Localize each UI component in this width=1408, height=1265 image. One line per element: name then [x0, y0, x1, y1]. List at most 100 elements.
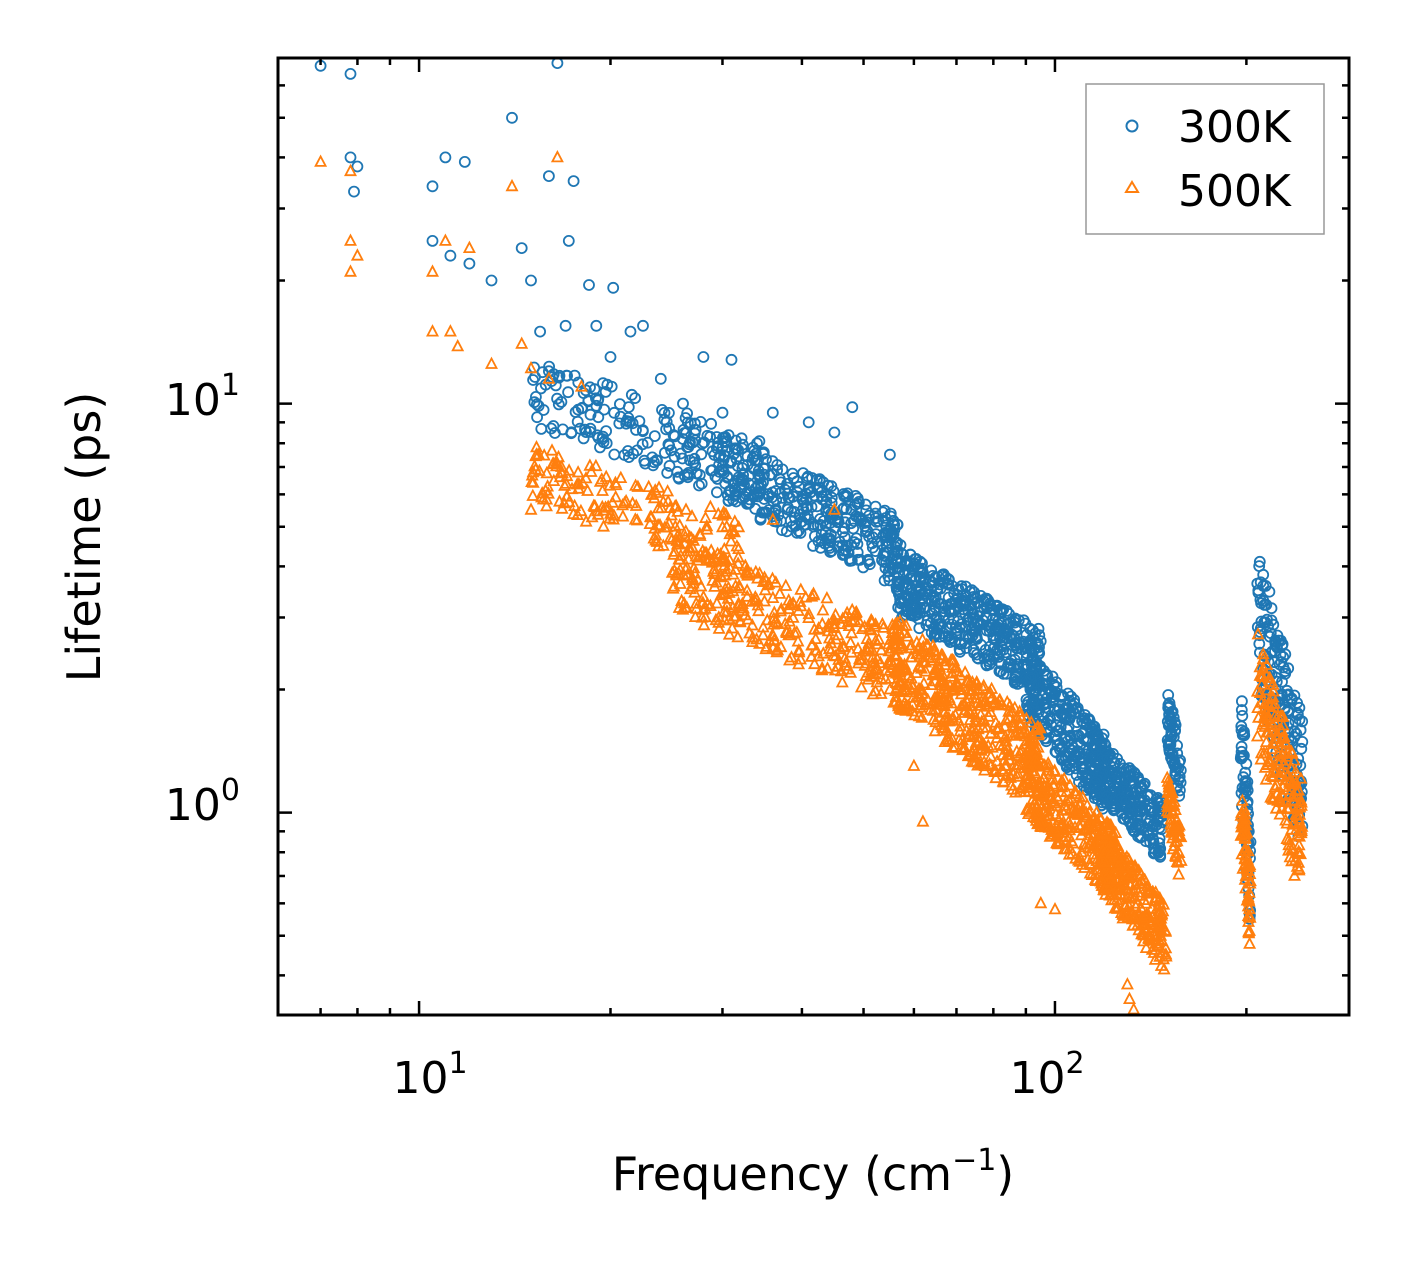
data-point-500k: [626, 495, 640, 509]
data-point-500k: [1157, 962, 1171, 975]
data-point-300k: [916, 593, 929, 606]
data-point-500k: [1080, 797, 1094, 811]
data-point-500k: [874, 642, 888, 656]
data-point-300k: [753, 435, 766, 448]
data-point-300k: [1009, 612, 1022, 625]
data-point-300k: [952, 592, 964, 605]
data-point-500k: [1285, 853, 1299, 867]
data-point-500k: [875, 672, 888, 685]
data-point-300k: [575, 402, 588, 415]
legend-marker-300k: [1125, 119, 1139, 133]
data-point-500k: [1013, 724, 1027, 738]
data-point-500k: [854, 680, 868, 693]
data-point-500k: [462, 240, 476, 254]
data-point-500k: [1098, 867, 1112, 880]
data-point-300k: [1072, 706, 1085, 718]
data-point-500k: [672, 552, 686, 565]
data-point-300k: [679, 412, 692, 424]
data-point-300k: [601, 378, 614, 391]
data-point-500k: [927, 712, 941, 725]
data-point-500k: [896, 684, 910, 698]
data-point-500k: [926, 667, 940, 681]
legend-box: [1085, 83, 1325, 235]
data-point-300k: [1236, 695, 1248, 708]
data-point-500k: [344, 233, 357, 246]
data-point-500k: [1292, 863, 1306, 876]
data-point-300k: [1119, 796, 1132, 808]
data-point-300k: [1239, 775, 1252, 787]
data-point-500k: [958, 741, 972, 754]
data-point-300k: [999, 626, 1011, 638]
data-point-300k: [832, 540, 845, 552]
data-point-500k: [960, 729, 974, 743]
data-point-300k: [608, 448, 621, 461]
data-point-500k: [1043, 829, 1057, 842]
data-point-300k: [826, 511, 838, 524]
data-point-300k: [590, 319, 603, 332]
data-point-500k: [933, 659, 946, 673]
data-point-300k: [1030, 696, 1042, 709]
data-point-300k: [1087, 763, 1100, 776]
data-point-500k: [900, 698, 913, 711]
data-point-500k: [579, 514, 593, 527]
data-point-300k: [1253, 555, 1266, 568]
data-point-300k: [907, 591, 920, 604]
data-point-300k: [900, 605, 913, 618]
data-point-500k: [845, 602, 859, 616]
data-point-500k: [731, 550, 745, 563]
data-point-300k: [716, 406, 729, 419]
data-point-500k: [1275, 723, 1289, 736]
data-point-300k: [543, 170, 555, 183]
data-point-500k: [1042, 782, 1056, 795]
data-point-500k: [731, 629, 745, 643]
data-point-500k: [1126, 918, 1140, 931]
data-point-500k: [1241, 908, 1255, 921]
data-point-500k: [720, 597, 734, 611]
data-point-500k: [1038, 779, 1052, 792]
data-point-300k: [555, 395, 568, 408]
data-point-500k: [583, 458, 597, 471]
data-point-300k: [537, 404, 550, 416]
data-point-500k: [720, 604, 734, 617]
data-point-500k: [840, 662, 854, 675]
data-point-300k: [720, 436, 733, 449]
data-point-300k: [600, 437, 613, 450]
data-point-300k: [1051, 733, 1064, 746]
x-axis-label: Frequency (cm−1): [612, 1143, 1015, 1201]
data-point-500k: [963, 676, 977, 689]
data-point-500k: [670, 528, 684, 542]
data-point-500k: [799, 590, 813, 603]
data-point-500k: [1048, 901, 1062, 915]
data-point-500k: [876, 620, 890, 633]
data-point-300k: [624, 325, 637, 338]
data-point-500k: [1001, 747, 1015, 761]
data-point-300k: [846, 401, 859, 414]
data-point-500k: [1270, 786, 1284, 799]
data-point-300k: [629, 392, 641, 405]
data-point-500k: [773, 586, 787, 599]
data-point-300k: [776, 491, 789, 504]
data-point-500k: [1048, 823, 1062, 836]
data-point-300k: [957, 594, 970, 607]
data-point-500k: [1272, 745, 1285, 759]
data-point-300k: [1050, 681, 1063, 694]
data-point-500k: [691, 550, 705, 563]
data-point-300k: [995, 658, 1008, 670]
data-point-500k: [1051, 836, 1065, 850]
data-point-300k: [1163, 710, 1176, 723]
data-point-300k: [553, 371, 565, 384]
data-point-300k: [568, 369, 581, 382]
data-point-300k: [654, 372, 667, 385]
data-point-300k: [599, 385, 612, 398]
data-point-500k: [1006, 718, 1020, 731]
data-point-300k: [1066, 699, 1078, 711]
data-point-300k: [857, 561, 870, 574]
data-point-300k: [970, 630, 983, 643]
data-point-500k: [1134, 900, 1148, 914]
data-point-500k: [451, 338, 465, 352]
data-point-500k: [1293, 829, 1306, 842]
data-point-500k: [691, 553, 705, 566]
data-point-500k: [907, 758, 921, 771]
data-point-500k: [980, 720, 994, 733]
data-point-500k: [1070, 804, 1084, 818]
